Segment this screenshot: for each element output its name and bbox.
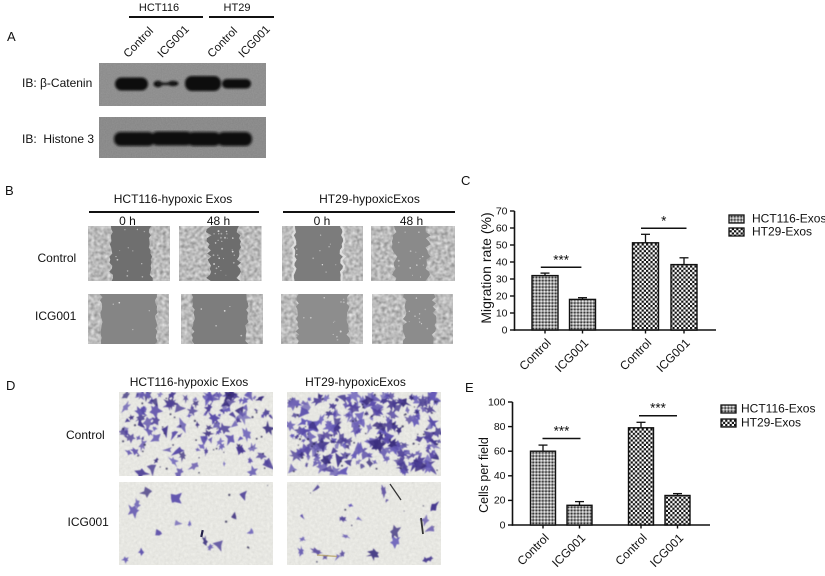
svg-text:100: 100 bbox=[488, 396, 506, 408]
svg-text:40: 40 bbox=[494, 470, 506, 482]
svg-text:Control: Control bbox=[517, 336, 554, 373]
svg-text:Cells per field: Cells per field bbox=[477, 437, 491, 513]
svg-text:ICG001: ICG001 bbox=[549, 531, 588, 570]
svg-text:60: 60 bbox=[496, 222, 508, 234]
svg-text:Control: Control bbox=[613, 531, 650, 568]
svg-text:60: 60 bbox=[494, 446, 506, 458]
svg-text:ICG001: ICG001 bbox=[647, 531, 686, 570]
svg-text:Control: Control bbox=[617, 336, 654, 373]
svg-text:Migration rate (%): Migration rate (%) bbox=[478, 212, 494, 323]
svg-text:20: 20 bbox=[496, 290, 508, 302]
svg-text:50: 50 bbox=[496, 239, 508, 251]
svg-text:***: *** bbox=[554, 424, 571, 439]
svg-text:0: 0 bbox=[502, 324, 508, 336]
svg-text:HCT116-Exos: HCT116-Exos bbox=[752, 212, 825, 226]
svg-text:0: 0 bbox=[500, 519, 506, 531]
svg-text:HT29-Exos: HT29-Exos bbox=[752, 225, 812, 239]
svg-text:HCT116-Exos: HCT116-Exos bbox=[741, 402, 815, 416]
svg-text:20: 20 bbox=[494, 495, 506, 507]
svg-text:*: * bbox=[661, 213, 667, 228]
svg-text:***: *** bbox=[650, 401, 667, 416]
svg-text:70: 70 bbox=[496, 205, 508, 217]
svg-text:***: *** bbox=[553, 252, 570, 267]
svg-text:30: 30 bbox=[496, 273, 508, 285]
svg-text:10: 10 bbox=[496, 307, 508, 319]
svg-text:ICG001: ICG001 bbox=[552, 336, 591, 375]
svg-text:40: 40 bbox=[496, 256, 508, 268]
svg-text:80: 80 bbox=[494, 421, 506, 433]
svg-text:Control: Control bbox=[515, 531, 552, 568]
svg-text:HT29-Exos: HT29-Exos bbox=[741, 416, 801, 430]
svg-text:ICG001: ICG001 bbox=[654, 336, 693, 375]
